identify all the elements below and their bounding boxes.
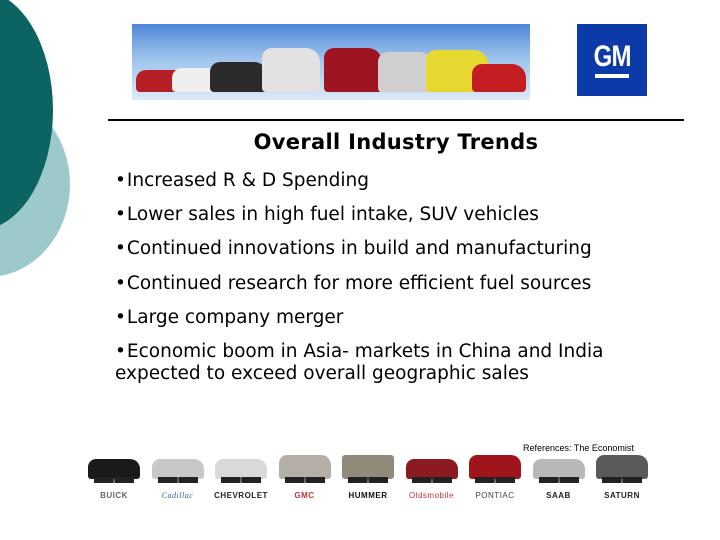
car-image	[532, 459, 585, 483]
references-note: References: The Economist	[523, 443, 634, 453]
banner-car	[472, 64, 526, 92]
slide-title: Overall Industry Trends	[253, 130, 539, 154]
trend-item: •Continued research for more efficient f…	[115, 273, 695, 295]
car-image	[88, 459, 140, 483]
car-image	[596, 455, 648, 483]
brand-saturn: SATURN	[594, 453, 650, 507]
bullet-icon: •	[115, 340, 126, 362]
car-image	[215, 459, 267, 483]
gm-logo-underline	[595, 74, 629, 78]
trend-item: •Increased R & D Spending	[115, 170, 695, 192]
car-image	[151, 459, 204, 483]
brand-label: Oldsmobile	[408, 491, 454, 500]
trend-text: Continued innovations in build and manuf…	[126, 238, 592, 260]
brand-chevrolet: CHEVROLET	[213, 453, 269, 507]
vehicle-lineup-banner	[132, 24, 530, 100]
brand-label: CHEVROLET	[214, 491, 268, 500]
gm-logo: GM	[577, 24, 647, 96]
car-image	[469, 455, 521, 483]
title-divider	[108, 119, 684, 121]
banner-car	[210, 62, 268, 92]
brand-label: HUMMER	[348, 491, 388, 500]
banner-car	[262, 48, 320, 92]
trend-list: •Increased R & D Spending •Lower sales i…	[115, 170, 695, 397]
brand-lineup-strip: BUICK Cadillac CHEVROLET GMC HUMMER Olds…	[86, 453, 650, 507]
brand-saab: SAAB	[531, 453, 587, 507]
brand-hummer: HUMMER	[340, 453, 396, 507]
brand-cadillac: Cadillac	[150, 453, 206, 507]
trend-text: Continued research for more efficient fu…	[126, 272, 592, 294]
trend-text: Increased R & D Spending	[126, 170, 369, 191]
car-image	[278, 455, 331, 483]
brand-label: BUICK	[100, 491, 128, 500]
trend-item: •Large company merger	[115, 307, 695, 329]
brand-label: GMC	[294, 491, 315, 500]
car-image	[342, 455, 394, 483]
brand-buick: BUICK	[86, 453, 142, 507]
trend-item: •Lower sales in high fuel intake, SUV ve…	[115, 204, 695, 226]
trend-text: Lower sales in high fuel intake, SUV veh…	[126, 204, 539, 226]
brand-gmc: GMC	[277, 453, 333, 507]
brand-label: SAAB	[546, 491, 571, 500]
bullet-icon: •	[115, 306, 126, 328]
gm-logo-text: GM	[593, 40, 631, 73]
bullet-icon: •	[115, 170, 126, 191]
brand-label: PONTIAC	[475, 491, 515, 500]
car-image	[405, 459, 458, 483]
banner-car	[324, 48, 382, 92]
brand-pontiac: PONTIAC	[467, 453, 523, 507]
brand-oldsmobile: Oldsmobile	[404, 453, 460, 507]
brand-label: SATURN	[604, 491, 640, 500]
trend-text: Economic boom in Asia- markets in China …	[115, 340, 604, 384]
trend-item: •Economic boom in Asia- markets in China…	[115, 341, 655, 385]
banner-car	[378, 52, 434, 92]
bullet-icon: •	[115, 272, 126, 294]
trend-text: Large company merger	[126, 306, 344, 328]
bullet-icon: •	[115, 238, 126, 260]
bullet-icon: •	[115, 204, 126, 226]
trend-item: •Continued innovations in build and manu…	[115, 238, 695, 260]
brand-label: Cadillac	[161, 491, 194, 500]
